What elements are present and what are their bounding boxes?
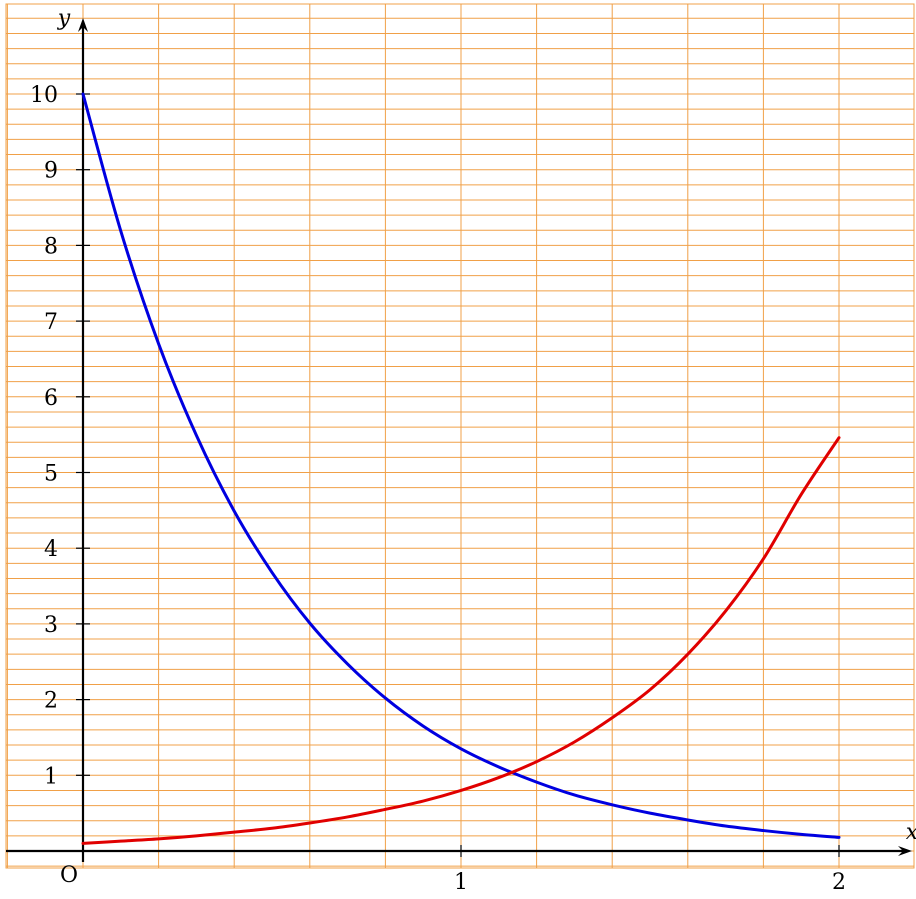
y-axis-arrow <box>78 18 88 32</box>
x-axis-label: x <box>906 820 916 845</box>
x-tick-label: 2 <box>832 870 846 895</box>
y-tick-label: 5 <box>44 462 58 487</box>
grid <box>5 3 915 869</box>
series-group <box>81 92 841 845</box>
origin-label: O <box>60 863 78 888</box>
y-tick-label: 1 <box>44 764 58 789</box>
y-tick-label: 4 <box>44 537 58 562</box>
labels-group: 1 2 3 4 5 6 7 8 9 10 1 2 Oy x <box>30 6 916 895</box>
y-tick-label: 6 <box>44 386 58 411</box>
axes <box>6 18 912 862</box>
grid-border <box>5 3 915 869</box>
series-line-2 <box>81 436 841 845</box>
y-tick-label: 10 <box>30 83 58 108</box>
series-line-1 <box>81 92 841 839</box>
y-tick-label: 3 <box>44 613 58 638</box>
y-tick-label: 9 <box>44 159 58 184</box>
y-tick-label: 2 <box>44 689 58 714</box>
y-tick-label: 7 <box>44 310 58 335</box>
y-tick-label: 8 <box>44 234 58 259</box>
x-tick-label: 1 <box>454 870 468 895</box>
y-axis-label: y <box>57 6 71 31</box>
x-axis-arrow <box>898 846 912 856</box>
